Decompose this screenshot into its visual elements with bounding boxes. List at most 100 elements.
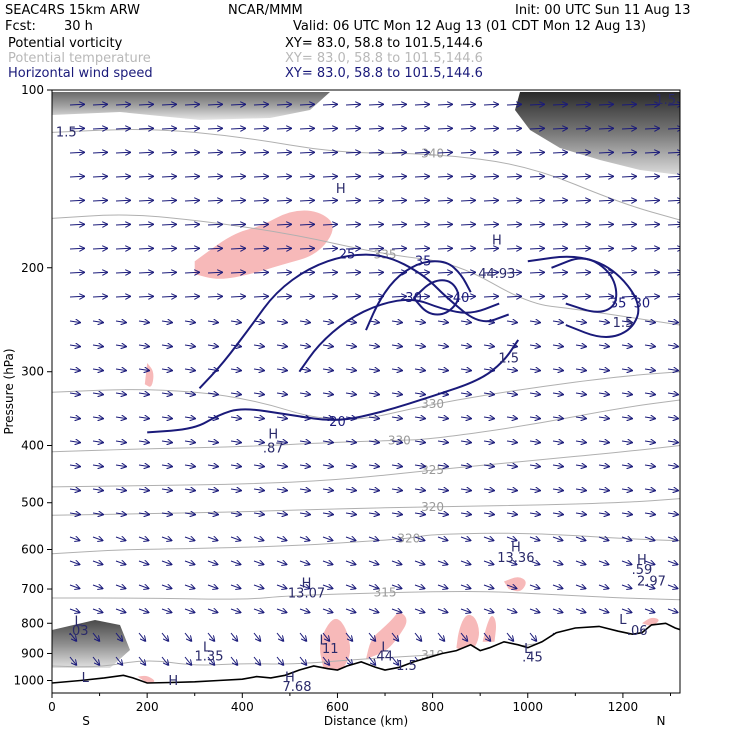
wind-vector-510 (552, 369, 563, 370)
field-label-9: H (511, 540, 521, 555)
wind-vector-141 (184, 609, 194, 612)
wind-vector-273 (322, 321, 333, 322)
wind-vector-74 (138, 152, 153, 153)
wind-vector-199 (253, 272, 268, 273)
wind-vector-152 (207, 296, 222, 297)
wind-contour-5 (527, 255, 640, 338)
theta-contour-7 (52, 590, 680, 601)
wind-vector-262 (299, 632, 306, 641)
wind-vector-566 (621, 104, 636, 105)
wind-vector-328 (368, 489, 379, 490)
wind-vector-61 (115, 417, 126, 418)
wind-vector-492 (529, 489, 540, 490)
wind-vector-425 (460, 537, 470, 540)
wind-vector-298 (345, 345, 356, 346)
wind-vector-577 (621, 369, 632, 370)
wind-vector-449 (483, 561, 493, 564)
x-tick-label-3: 600 (326, 700, 349, 714)
forecast-value: 30 h (64, 19, 93, 34)
wind-vector-112 (161, 489, 172, 490)
wind-vector-539 (575, 513, 586, 514)
wind-vector-75 (138, 176, 153, 177)
wind-vector-453 (506, 104, 521, 105)
wind-vector-549 (598, 224, 613, 225)
wind-vector-133 (184, 417, 195, 418)
wind-vector-177 (230, 321, 241, 322)
wind-vector-405 (437, 609, 447, 612)
wind-vector-590 (644, 152, 659, 153)
wind-vector-573 (621, 272, 636, 273)
wind-vector-621 (667, 369, 678, 370)
wind-vector-434 (483, 200, 498, 201)
wind-vector-162 (207, 537, 217, 540)
wind-vector-631 (667, 609, 677, 612)
wind-vector-233 (276, 513, 287, 514)
wind-vector-277 (322, 417, 333, 418)
wind-vector-46 (92, 632, 99, 641)
wind-vector-371 (414, 369, 425, 370)
wind-vector-390 (437, 248, 452, 249)
wind-vector-127 (184, 272, 199, 273)
wind-vector-183 (230, 465, 241, 466)
wind-vector-215 (253, 656, 260, 665)
wind-vector-533 (575, 369, 586, 370)
wind-vector-596 (644, 296, 659, 297)
forecast-label: Fcst: (5, 19, 36, 34)
wind-label-6: 35 (610, 297, 627, 312)
wind-vector-622 (667, 393, 678, 394)
wind-vector-158 (207, 441, 218, 442)
wind-vector-239 (276, 656, 283, 665)
wind-vector-548 (598, 200, 613, 201)
wind-vector-229 (276, 417, 287, 418)
wind-vector-575 (621, 321, 632, 322)
wind-vector-250 (299, 345, 310, 346)
wind-vector-289 (345, 128, 360, 129)
wind-vector-350 (391, 441, 402, 442)
wind-vector-486 (529, 345, 540, 346)
wind-vector-185 (230, 513, 241, 514)
wind-vector-106 (161, 345, 172, 346)
wind-vector-363 (414, 176, 429, 177)
wind-vector-288 (345, 104, 360, 105)
wind-vector-171 (230, 176, 245, 177)
field-label-19: 1.35 (195, 649, 224, 664)
wind-vector-17 (69, 513, 80, 514)
wind-vector-281 (322, 513, 333, 514)
wind-vector-444 (483, 441, 494, 442)
wind-vector-501 (552, 152, 567, 153)
wind-vector-360 (414, 104, 429, 105)
theta-contour-1 (52, 214, 680, 326)
wind-vector-154 (207, 345, 218, 346)
wind-vector-557 (598, 417, 609, 418)
wind-vector-488 (529, 393, 540, 394)
wind-vector-384 (437, 104, 452, 105)
wind-vector-168 (230, 104, 245, 105)
wind-vector-290 (345, 152, 360, 153)
field-label-2: 1.5 (498, 352, 519, 367)
wind-vector-572 (621, 248, 636, 249)
wind-vector-415 (460, 296, 475, 297)
wind-vector-344 (391, 296, 406, 297)
wind-vector-527 (575, 224, 590, 225)
wind-vector-204 (253, 393, 264, 394)
wind-vector-92 (138, 585, 148, 588)
wind-vector-397 (437, 417, 448, 418)
wind-vector-387 (437, 176, 452, 177)
wind-vector-222 (276, 248, 291, 249)
y-tick-label-5: 600 (21, 542, 44, 556)
wind-vector-27 (92, 176, 107, 177)
wind-vector-356 (391, 585, 401, 588)
wind-vector-485 (529, 321, 540, 322)
field-pv-xy: XY= 83.0, 58.8 to 101.5,144.6 (285, 36, 483, 51)
wind-vector-458 (506, 224, 521, 225)
pv-shading-top-left (52, 92, 330, 120)
wind-contour-6 (551, 257, 618, 313)
wind-vector-532 (575, 345, 586, 346)
wind-vector-375 (414, 465, 425, 466)
wind-vector-34 (92, 345, 103, 346)
wind-vector-122 (184, 152, 199, 153)
wind-vector-59 (115, 369, 126, 370)
theta-contour-4 (52, 445, 680, 488)
wind-vector-1 (69, 128, 84, 129)
